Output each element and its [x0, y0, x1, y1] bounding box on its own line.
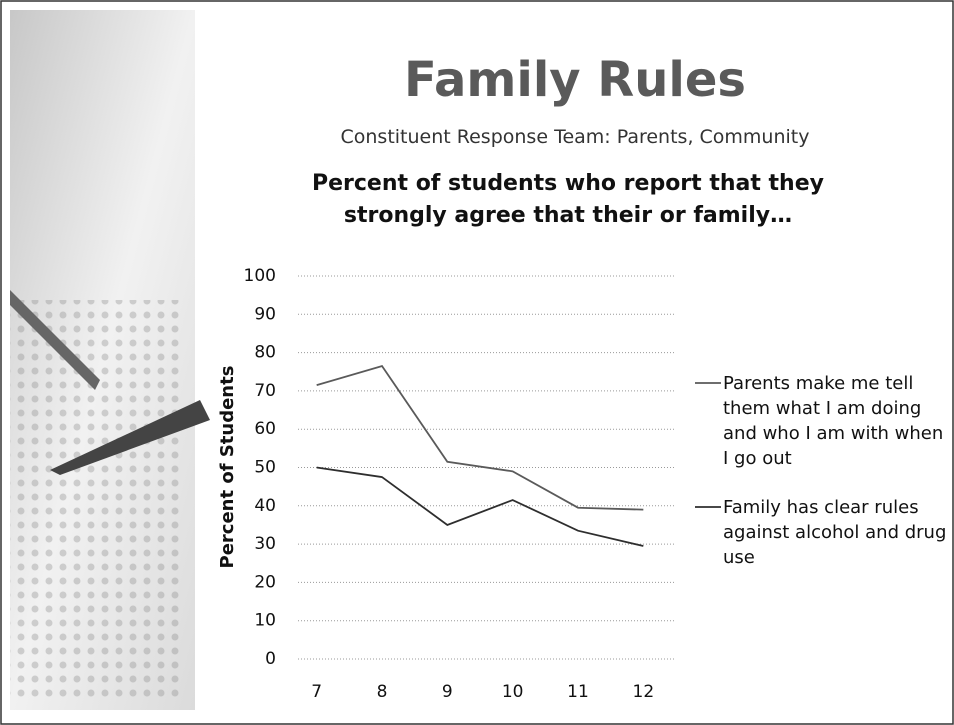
y-tick-label: 40 — [254, 496, 276, 516]
subtitle: Constituent Response Team: Parents, Comm… — [230, 126, 920, 148]
x-tick-label: 10 — [502, 682, 524, 702]
y-tick-label: 80 — [254, 343, 276, 363]
y-tick-label: 70 — [254, 381, 276, 401]
slide: Percent of Students 0 10 20 30 40 50 60 70 80 90 1… — [0, 0, 954, 725]
y-tick-label: 30 — [254, 534, 276, 554]
x-tick-label: 9 — [442, 682, 453, 702]
chart-title: Percent of students who report that they… — [268, 168, 868, 232]
legend-entry: Family has clear rules against alcohol a… — [723, 495, 953, 570]
x-tick-label: 7 — [311, 682, 322, 702]
y-tick-label: 90 — [254, 304, 276, 324]
legend-entry: Parents make me tell them what I am doin… — [723, 371, 953, 471]
y-tick-label: 10 — [254, 611, 276, 631]
y-tick-label: 0 — [265, 649, 276, 669]
x-tick-label: 11 — [567, 682, 589, 702]
series-line — [317, 366, 644, 510]
title: Family Rules — [230, 52, 920, 108]
x-tick-label: 8 — [377, 682, 388, 702]
y-tick-label: 100 — [244, 266, 276, 286]
chart: Percent of Students 0 10 20 30 40 50 60 70 80 90 1… — [0, 0, 954, 725]
y-tick-label: 20 — [254, 572, 276, 592]
y-axis-label: Percent of Students — [217, 366, 238, 569]
y-tick-label: 60 — [254, 419, 276, 439]
y-tick-label: 50 — [254, 458, 276, 478]
series-line — [317, 468, 644, 547]
x-tick-label: 12 — [633, 682, 655, 702]
decoration — [10, 300, 180, 700]
